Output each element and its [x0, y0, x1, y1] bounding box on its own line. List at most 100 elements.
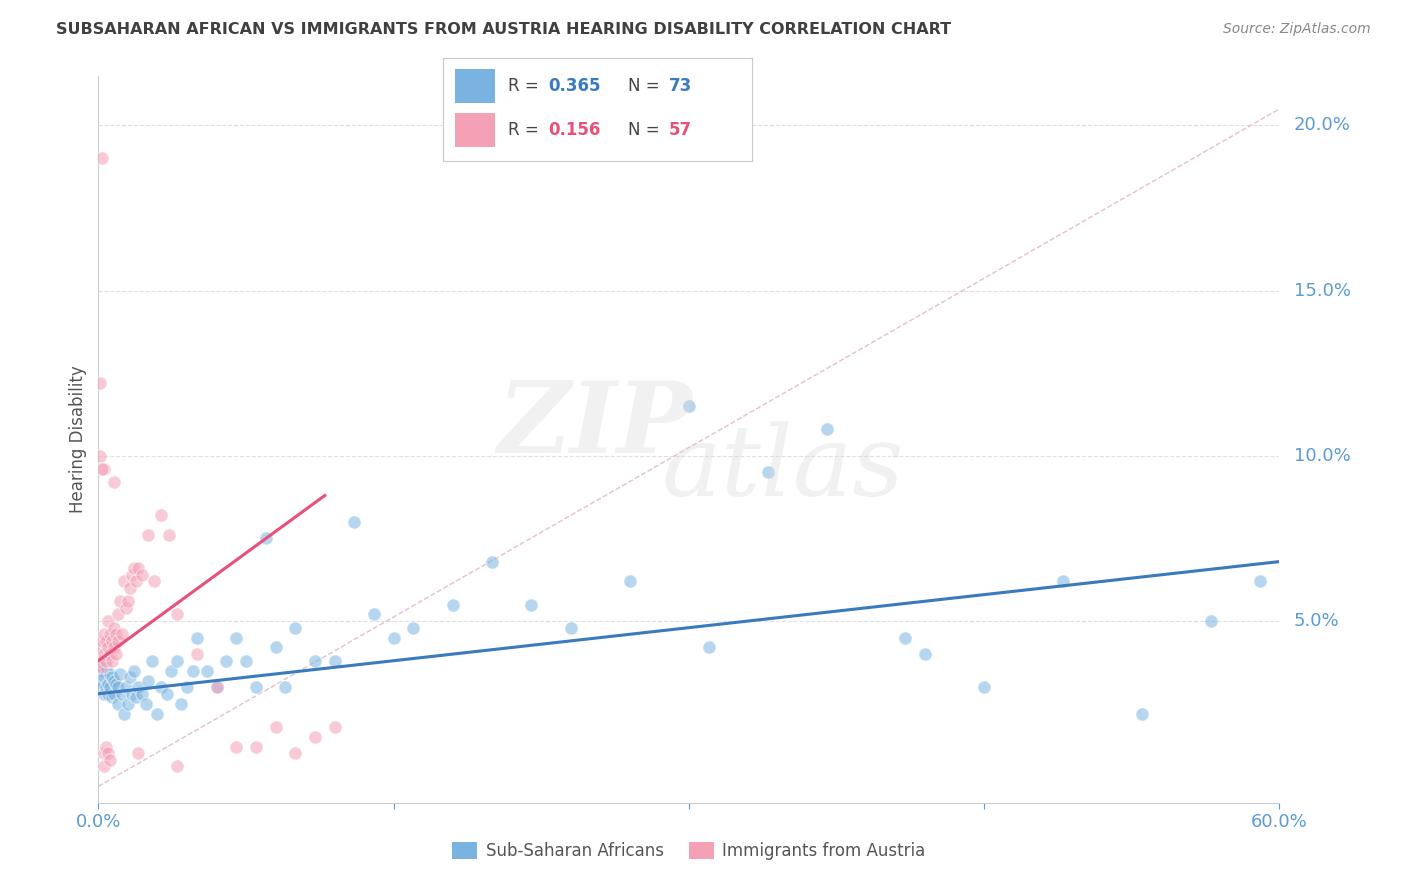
- Point: [96, 654, 118, 668]
- Point: [96, 739, 118, 754]
- Point: [382, 631, 405, 645]
- Point: [1199, 614, 1222, 628]
- Point: [146, 706, 169, 721]
- Point: [115, 600, 138, 615]
- Text: 10.0%: 10.0%: [1294, 447, 1350, 465]
- Point: [142, 574, 165, 589]
- Point: [756, 466, 779, 480]
- Point: [166, 759, 188, 773]
- Point: [111, 627, 134, 641]
- Point: [89, 376, 111, 391]
- Point: [176, 680, 198, 694]
- Point: [93, 627, 115, 641]
- Point: [97, 687, 120, 701]
- Point: [91, 660, 114, 674]
- Point: [93, 647, 115, 661]
- Point: [103, 687, 125, 701]
- Point: [274, 680, 297, 694]
- Point: [215, 654, 238, 668]
- Point: [101, 670, 124, 684]
- Point: [105, 627, 128, 641]
- Bar: [456, 70, 495, 103]
- Point: [112, 706, 135, 721]
- Point: [141, 654, 163, 668]
- Point: [107, 680, 129, 694]
- Point: [101, 654, 124, 668]
- Point: [89, 654, 111, 668]
- Point: [103, 673, 125, 688]
- Text: SUBSAHARAN AFRICAN VS IMMIGRANTS FROM AUSTRIA HEARING DISABILITY CORRELATION CHA: SUBSAHARAN AFRICAN VS IMMIGRANTS FROM AU…: [56, 22, 952, 37]
- Point: [91, 664, 114, 678]
- Point: [117, 594, 139, 608]
- Point: [107, 607, 129, 622]
- Point: [118, 670, 141, 684]
- Point: [323, 720, 346, 734]
- Text: 0.365: 0.365: [548, 78, 600, 95]
- Point: [101, 633, 124, 648]
- Point: [127, 561, 149, 575]
- Point: [560, 621, 582, 635]
- Point: [112, 574, 135, 589]
- Point: [195, 664, 218, 678]
- Point: [118, 581, 141, 595]
- Point: [125, 690, 148, 704]
- Point: [103, 475, 125, 490]
- Point: [105, 647, 128, 661]
- Point: [186, 631, 208, 645]
- Point: [98, 753, 121, 767]
- Point: [93, 687, 115, 701]
- Point: [678, 399, 700, 413]
- Point: [973, 680, 995, 694]
- Point: [245, 739, 267, 754]
- Point: [127, 680, 149, 694]
- Point: [107, 633, 129, 648]
- Point: [96, 660, 118, 674]
- Point: [166, 654, 188, 668]
- Point: [150, 508, 173, 523]
- Point: [157, 528, 180, 542]
- Text: R =: R =: [508, 78, 544, 95]
- Point: [91, 633, 114, 648]
- Point: [323, 654, 346, 668]
- Point: [97, 677, 120, 691]
- Point: [264, 720, 287, 734]
- Point: [125, 574, 148, 589]
- Point: [115, 680, 138, 694]
- Point: [101, 690, 124, 704]
- Point: [91, 680, 114, 694]
- Point: [97, 640, 120, 655]
- Text: R =: R =: [508, 121, 544, 139]
- Point: [98, 667, 121, 681]
- Point: [91, 152, 114, 166]
- Point: [122, 664, 145, 678]
- Point: [150, 680, 173, 694]
- Point: [156, 687, 179, 701]
- Point: [105, 677, 128, 691]
- Text: 5.0%: 5.0%: [1294, 612, 1340, 630]
- Point: [103, 640, 125, 655]
- Point: [225, 631, 247, 645]
- Point: [127, 746, 149, 760]
- Text: atlas: atlas: [662, 421, 905, 516]
- Point: [441, 598, 464, 612]
- Point: [343, 515, 366, 529]
- Point: [170, 697, 193, 711]
- Point: [117, 697, 139, 711]
- Point: [894, 631, 917, 645]
- Point: [96, 633, 118, 648]
- Point: [186, 647, 208, 661]
- Point: [166, 607, 188, 622]
- Legend: Sub-Saharan Africans, Immigrants from Austria: Sub-Saharan Africans, Immigrants from Au…: [446, 836, 932, 867]
- Point: [402, 621, 425, 635]
- Point: [121, 687, 143, 701]
- Text: 0.156: 0.156: [548, 121, 600, 139]
- Point: [205, 680, 228, 694]
- Point: [108, 594, 131, 608]
- Text: 73: 73: [669, 78, 692, 95]
- Point: [284, 746, 307, 760]
- Bar: [456, 113, 495, 147]
- Point: [160, 664, 183, 678]
- Point: [1130, 706, 1153, 721]
- Text: N =: N =: [628, 121, 665, 139]
- Text: N =: N =: [628, 78, 665, 95]
